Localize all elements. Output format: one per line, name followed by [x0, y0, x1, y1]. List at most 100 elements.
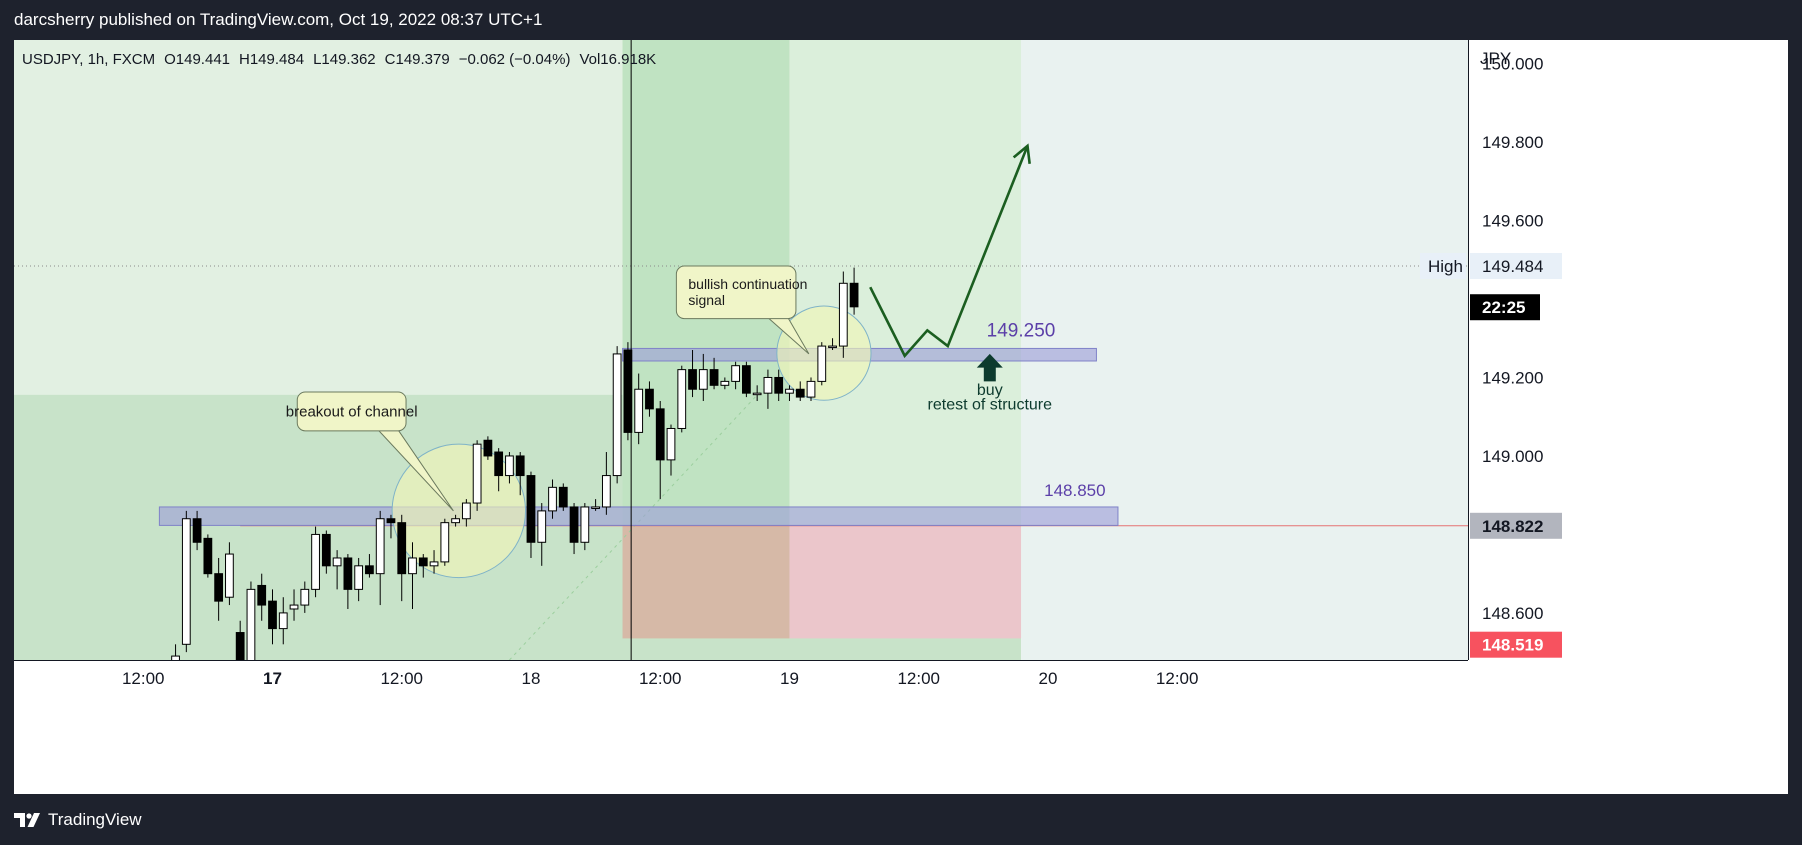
candle: [537, 503, 547, 566]
candle: [580, 503, 590, 551]
candle-body: [558, 486, 568, 508]
price-tag: 148.822: [1470, 512, 1562, 539]
candle-body: [300, 588, 310, 606]
price-tag-bg: [1470, 512, 1562, 539]
candle-body: [257, 584, 267, 606]
candle: [289, 589, 299, 621]
price-tag-bg: [1470, 294, 1540, 321]
price-tick-label: 150.000: [1482, 55, 1543, 74]
candle-body: [461, 502, 471, 520]
candle-body: [171, 655, 180, 660]
candle: [321, 530, 331, 574]
candle-body: [526, 475, 536, 543]
candle: [720, 377, 730, 390]
candle-body: [623, 349, 633, 433]
legend-close: C149.379: [385, 51, 450, 68]
legend-volume: Vol16.918K: [579, 51, 656, 68]
time-tick-label: 12:00: [122, 669, 165, 688]
candle-body: [289, 604, 299, 610]
side-tag-label: High: [1428, 257, 1463, 276]
candle: [634, 373, 644, 445]
candle: [666, 424, 676, 476]
projection-arrowhead: [1012, 143, 1031, 164]
candle: [752, 385, 762, 402]
callout-box: [296, 391, 407, 432]
buy-label: buy: [977, 382, 1003, 399]
candle-body: [666, 427, 676, 461]
candle: [451, 514, 460, 527]
candle-body: [246, 588, 256, 660]
candle-body: [612, 353, 622, 477]
candle-body: [278, 612, 288, 630]
tradingview-logo[interactable]: TradingView: [14, 809, 142, 831]
callout-text: breakout of channel: [286, 404, 418, 421]
candle: [558, 483, 568, 511]
time-tick-label: 18: [522, 669, 541, 688]
candle: [698, 353, 708, 402]
candle-body: [838, 282, 848, 347]
candle: [655, 401, 665, 500]
candle: [257, 573, 267, 621]
candle: [192, 510, 202, 551]
price-tick-label: 149.600: [1482, 212, 1543, 231]
tradingview-logo-text: TradingView: [48, 810, 142, 829]
candle: [709, 357, 719, 390]
candle: [343, 554, 353, 609]
price-axis-bg: [1468, 40, 1788, 794]
candle: [246, 581, 256, 660]
candle: [171, 644, 180, 660]
candle-body: [742, 365, 751, 394]
profit-zone: [789, 40, 1022, 526]
candle-body: [698, 369, 708, 390]
candle-body: [828, 345, 837, 349]
time-tick-label: 19: [780, 669, 799, 688]
candle-body: [655, 408, 665, 461]
candle: [828, 338, 837, 350]
candle-body: [817, 345, 827, 382]
time-tick-label: 12:00: [639, 669, 682, 688]
candle: [268, 589, 277, 645]
candle: [645, 381, 654, 417]
candle-body: [569, 506, 579, 543]
candle-body: [591, 506, 600, 509]
candle: [548, 479, 557, 519]
candle-body: [214, 573, 224, 602]
candle-body: [505, 455, 514, 477]
candle-body: [774, 376, 784, 394]
candle-body: [806, 380, 816, 398]
price-tag: 149.484 High: [1420, 253, 1562, 280]
callout-breakout: breakout of channel: [286, 391, 454, 512]
candle: [838, 271, 848, 358]
price-tick-label: 148.600: [1482, 604, 1543, 623]
candle: [386, 514, 396, 539]
candle: [440, 518, 450, 566]
stop-zone: [789, 525, 1022, 639]
candle-body: [235, 632, 245, 660]
candle: [505, 452, 514, 484]
structure-band-lower: [158, 506, 1119, 526]
ohlc-legend: USDJPY, 1h, FXCM O149.441 H149.484 L149.362…: [22, 51, 656, 68]
candle: [806, 377, 816, 402]
candle-body: [386, 518, 396, 524]
candle-body: [203, 537, 213, 575]
chart-frame[interactable]: 149.250 148.850 buy retest of structure brea…: [14, 40, 1788, 794]
candle: [817, 342, 827, 386]
legend-symbol: USDJPY, 1h, FXCM: [22, 51, 155, 68]
candle-body: [731, 365, 740, 382]
candle: [365, 554, 374, 578]
candle-body: [548, 486, 557, 512]
price-tag-bg: [1470, 253, 1562, 280]
candle-body: [785, 388, 794, 394]
candle-body: [720, 380, 730, 386]
candle-body: [192, 518, 202, 543]
side-tag-bg: [1420, 253, 1466, 280]
legend-high: H149.484: [239, 51, 304, 68]
buy-arrow-icon: [976, 353, 1003, 382]
price-tick-label: 149.000: [1482, 447, 1543, 466]
callout-text: signal: [688, 292, 725, 308]
candle-body: [580, 506, 590, 543]
candle: [235, 620, 245, 660]
